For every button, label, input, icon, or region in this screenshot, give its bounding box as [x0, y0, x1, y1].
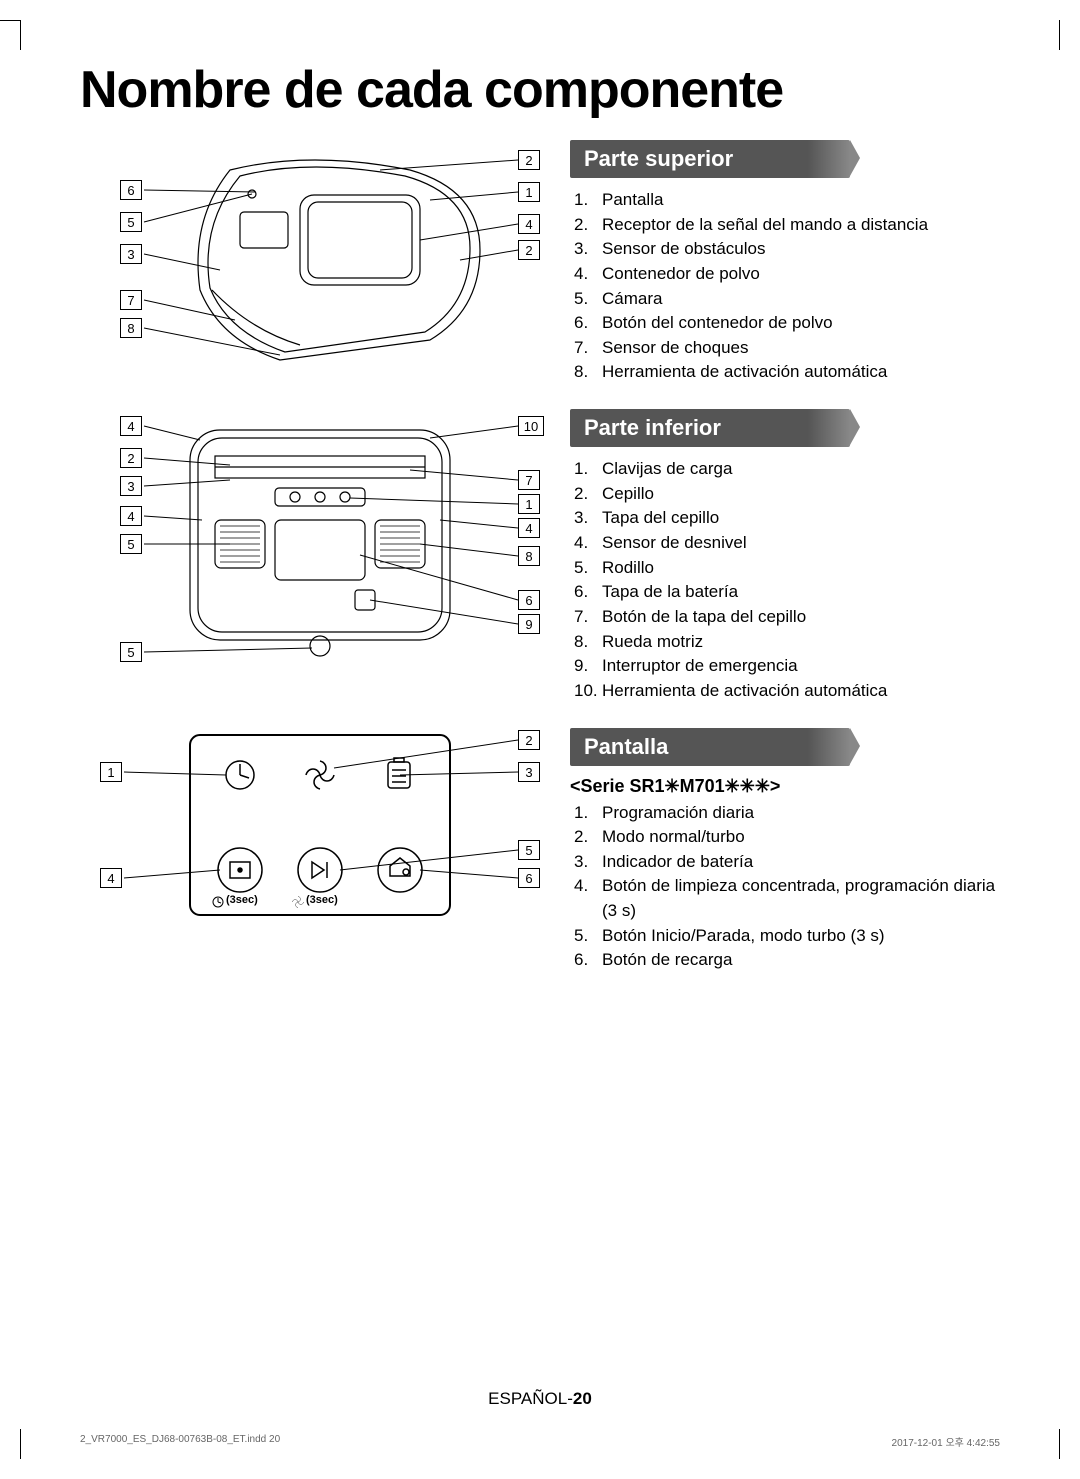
- callout: 5: [120, 642, 142, 662]
- callout: 4: [518, 214, 540, 234]
- list-bottom: Clavijas de carga Cepillo Tapa del cepil…: [570, 457, 1000, 703]
- callout: 8: [518, 546, 540, 566]
- diagrams-column: 6 5 3 7 8 2 1 4 2: [80, 140, 540, 997]
- list-item: Clavijas de carga: [602, 457, 1000, 482]
- footer-page: ESPAÑOL-20: [0, 1389, 1080, 1409]
- callout: 5: [120, 212, 142, 232]
- list-item: Botón de la tapa del cepillo: [602, 605, 1000, 630]
- callout: 5: [120, 534, 142, 554]
- list-item: Sensor de desnivel: [602, 531, 1000, 556]
- callout: 3: [120, 244, 142, 264]
- list-item: Sensor de obstáculos: [602, 237, 1000, 262]
- list-item: Herramienta de activación automática: [602, 360, 1000, 385]
- label-3sec-a: (3sec): [226, 894, 258, 906]
- callout: 4: [120, 506, 142, 526]
- content-area: 6 5 3 7 8 2 1 4 2: [80, 140, 1000, 997]
- callout: 4: [518, 518, 540, 538]
- list-item: Interruptor de emergencia: [602, 654, 1000, 679]
- list-item: Pantalla: [602, 188, 1000, 213]
- list-item: Botón del contenedor de polvo: [602, 311, 1000, 336]
- callout: 1: [100, 762, 122, 782]
- list-top: Pantalla Receptor de la señal del mando …: [570, 188, 1000, 385]
- list-item: Herramienta de activación automática: [602, 679, 1000, 704]
- list-item: Contenedor de polvo: [602, 262, 1000, 287]
- callout: 2: [120, 448, 142, 468]
- callout: 8: [120, 318, 142, 338]
- model-line: <Serie SR1✳M701✳✳✳>: [570, 776, 1000, 797]
- section-header-bottom: Parte inferior: [570, 409, 850, 447]
- list-item: Cámara: [602, 287, 1000, 312]
- callout: 4: [100, 868, 122, 888]
- callout: 1: [518, 182, 540, 202]
- callout: 2: [518, 730, 540, 750]
- callout: 3: [518, 762, 540, 782]
- list-item: Tapa de la batería: [602, 580, 1000, 605]
- footer-page-number: 20: [573, 1389, 592, 1408]
- label-3sec-b: (3sec): [306, 894, 338, 906]
- list-item: Indicador de batería: [602, 850, 1000, 875]
- callout: 4: [120, 416, 142, 436]
- section-header-top: Parte superior: [570, 140, 850, 178]
- list-item: Modo normal/turbo: [602, 825, 1000, 850]
- diagram-display-panel: 1 4 2 3 5 6 (3sec) (3sec): [80, 720, 540, 930]
- footer-lang: ESPAÑOL-: [488, 1389, 573, 1408]
- list-item: Sensor de choques: [602, 336, 1000, 361]
- diagram-top-view: 6 5 3 7 8 2 1 4 2: [80, 140, 540, 370]
- page-title: Nombre de cada componente: [80, 60, 1000, 120]
- list-item: Receptor de la señal del mando a distanc…: [602, 213, 1000, 238]
- text-column: Parte superior Pantalla Receptor de la s…: [570, 140, 1000, 997]
- callout: 7: [120, 290, 142, 310]
- list-item: Rueda motriz: [602, 630, 1000, 655]
- callout: 1: [518, 494, 540, 514]
- list-item: Tapa del cepillo: [602, 506, 1000, 531]
- callout: 2: [518, 240, 540, 260]
- list-item: Botón Inicio/Parada, modo turbo (3 s): [602, 924, 1000, 949]
- callout: 6: [120, 180, 142, 200]
- list-item: Botón de limpieza concentrada, programac…: [602, 874, 1000, 923]
- list-item: Rodillo: [602, 556, 1000, 581]
- callout: 10: [518, 416, 544, 436]
- callout: 9: [518, 614, 540, 634]
- list-item: Botón de recarga: [602, 948, 1000, 973]
- list-item: Programación diaria: [602, 801, 1000, 826]
- callout: 6: [518, 868, 540, 888]
- callout: 3: [120, 476, 142, 496]
- footer-timestamp: 2017-12-01 오후 4:42:55: [892, 1434, 1000, 1449]
- callout: 2: [518, 150, 540, 170]
- footer-meta: 2_VR7000_ES_DJ68-00763B-08_ET.indd 20 20…: [80, 1434, 1000, 1449]
- diagram-bottom-view: 4 2 3 4 5 5 10 7 1 4 8 6 9: [80, 410, 540, 680]
- list-item: Cepillo: [602, 482, 1000, 507]
- section-header-display: Pantalla: [570, 728, 850, 766]
- callout: 6: [518, 590, 540, 610]
- callout: 5: [518, 840, 540, 860]
- footer-file: 2_VR7000_ES_DJ68-00763B-08_ET.indd 20: [80, 1434, 280, 1449]
- list-display: Programación diaria Modo normal/turbo In…: [570, 801, 1000, 973]
- callout: 7: [518, 470, 540, 490]
